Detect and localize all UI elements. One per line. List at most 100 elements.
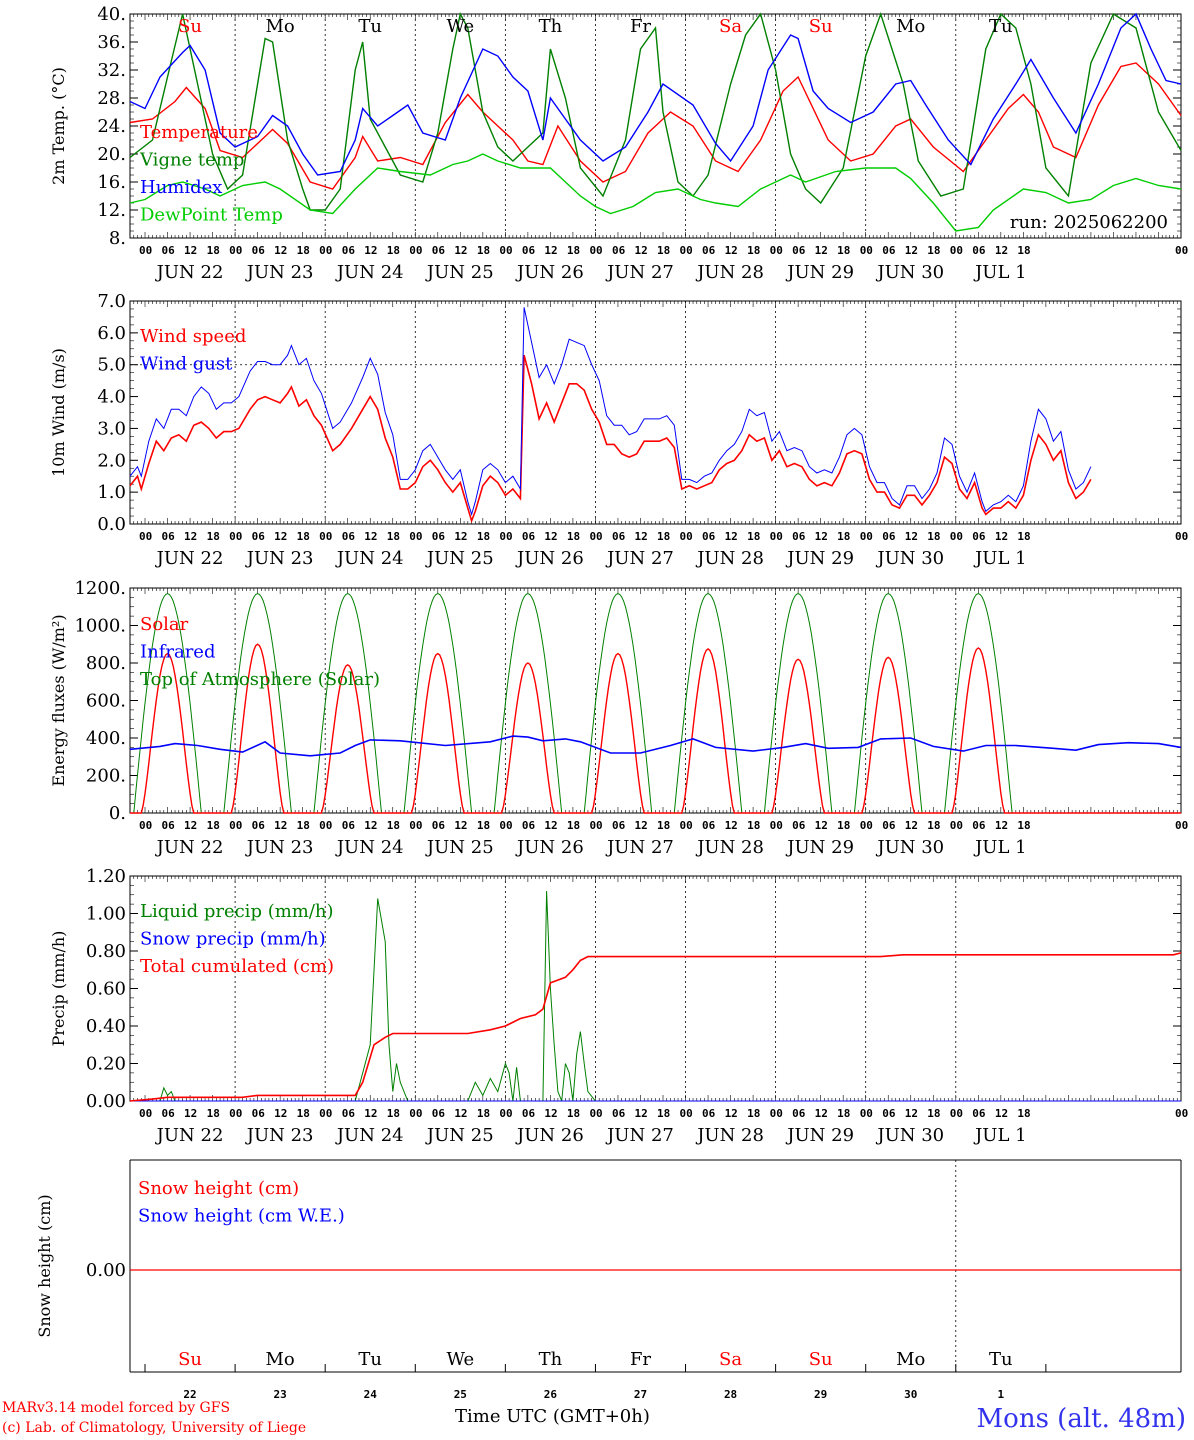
time-axis-title: Time UTC (GMT+0h): [455, 1406, 650, 1427]
legend-entry: DewPoint Temp: [140, 205, 283, 226]
x-hour-tick-label: 06: [162, 1107, 176, 1120]
x-hour-tick-label: 18: [657, 1107, 670, 1120]
x-hour-tick-label: 18: [477, 244, 490, 257]
x-hour-tick-label: 00: [319, 530, 332, 543]
day-number-label: 26: [544, 1388, 558, 1401]
x-hour-tick-label: 12: [274, 244, 287, 257]
x-date-label: JUN 28: [695, 548, 764, 569]
x-date-label: JUN 26: [515, 548, 584, 569]
x-hour-tick-label: 18: [567, 1107, 580, 1120]
day-number-label: 1: [998, 1388, 1005, 1401]
panel-frame-2: [129, 300, 1182, 525]
x-date-label: JUN 26: [515, 837, 584, 858]
legend-entry: Top of Atmosphere (Solar): [140, 669, 380, 690]
x-hour-tick-label: 00: [229, 1107, 242, 1120]
y-tick-label: 6.0: [97, 323, 126, 344]
y-tick-label: 1.00: [86, 904, 126, 925]
y-tick-label: 40.: [97, 4, 126, 25]
x-date-label: JUN 22: [155, 262, 224, 283]
x-hour-tick-label: 12: [815, 530, 828, 543]
x-hour-tick-label: 06: [882, 1107, 896, 1120]
x-date-label: JUN 28: [695, 837, 764, 858]
legend-entry: Snow height (cm W.E.): [138, 1206, 345, 1227]
x-hour-tick-label: 12: [544, 244, 557, 257]
x-date-label: JUN 25: [425, 262, 494, 283]
x-hour-tick-label: 00: [770, 244, 783, 257]
series-line-toa-solar: [130, 593, 1181, 814]
x-hour-tick-label: 00: [319, 1107, 332, 1120]
x-hour-tick-label: 06: [522, 819, 536, 832]
day-of-week-label: Su: [178, 16, 202, 37]
x-hour-tick-label: 12: [364, 244, 377, 257]
x-date-label: JUN 24: [335, 548, 404, 569]
x-hour-tick-label: 18: [387, 1107, 400, 1120]
x-hour-tick-label: 06: [522, 530, 536, 543]
x-hour-tick-label: 00: [409, 1107, 422, 1120]
legend-entry: Humidex: [140, 177, 222, 198]
x-hour-tick-label: 06: [432, 1107, 446, 1120]
x-hour-tick-label: 06: [522, 244, 536, 257]
x-hour-tick-label: 06: [342, 1107, 356, 1120]
y-tick-label: 0.20: [86, 1054, 126, 1075]
x-hour-tick-label: 06: [702, 1107, 716, 1120]
day-number-label: 29: [814, 1388, 827, 1401]
y-tick-label: 600.: [86, 691, 126, 712]
x-hour-tick-label: 00: [770, 819, 783, 832]
day-of-week-label: Th: [539, 1349, 563, 1370]
legend-entry: Infrared: [140, 642, 215, 663]
x-hour-tick-label: 06: [702, 244, 716, 257]
x-hour-tick-label: 06: [342, 530, 356, 543]
x-hour-tick-label: 12: [454, 1107, 467, 1120]
series-line-vigne-temp: [129, 11, 1182, 211]
x-hour-tick-label: 18: [1017, 530, 1030, 543]
x-hour-tick-label: 18: [837, 819, 850, 832]
x-hour-tick-label: 12: [634, 244, 647, 257]
x-hour-tick-label: 00: [499, 819, 512, 832]
x-hour-tick-label: 18: [477, 1107, 490, 1120]
y-tick-label: 32.: [97, 60, 126, 81]
x-hour-tick-label: 18: [927, 1107, 940, 1120]
y-tick-label: 20.: [97, 144, 126, 165]
y-tick-label: 16.: [97, 172, 126, 193]
y-tick-label: 1.20: [86, 866, 126, 887]
x-hour-tick-label: 00: [139, 530, 152, 543]
x-date-label: JUN 23: [245, 262, 314, 283]
day-of-week-label: Mo: [266, 1349, 295, 1370]
x-date-label: JUN 30: [875, 1125, 944, 1146]
day-number-label: 22: [183, 1388, 196, 1401]
x-hour-tick-label: 00: [680, 530, 693, 543]
series-line-total-cumulated-cm-: [129, 952, 1182, 1102]
x-hour-tick-label: 06: [972, 244, 986, 257]
day-of-week-label: Tu: [358, 1349, 382, 1370]
x-hour-tick-label: 12: [544, 819, 557, 832]
legend-entry: Snow precip (mm/h): [140, 929, 326, 950]
y-tick-label: 3.0: [97, 418, 126, 439]
x-date-label: JUN 30: [875, 837, 944, 858]
day-of-week-label: Tu: [989, 16, 1013, 37]
series-line-temperature: [129, 62, 1182, 190]
x-date-label: JUN 24: [335, 837, 404, 858]
day-number-label: 23: [274, 1388, 287, 1401]
x-hour-tick-label: 00: [499, 244, 512, 257]
x-hour-tick-label: 00: [409, 530, 422, 543]
x-hour-tick-label: 18: [657, 530, 670, 543]
x-hour-tick-label: 12: [184, 244, 197, 257]
series-line-solar: [130, 643, 1181, 814]
x-date-label: JUN 24: [335, 1125, 404, 1146]
y-tick-label: 0.00: [86, 1260, 126, 1281]
day-of-week-label: Tu: [358, 16, 382, 37]
run-label: run: 2025062200: [1010, 212, 1168, 233]
x-hour-tick-label: 12: [454, 244, 467, 257]
x-hour-tick-label: 18: [387, 244, 400, 257]
day-of-week-label: Su: [809, 1349, 833, 1370]
y-tick-label: 800.: [86, 653, 126, 674]
x-hour-tick-label: 06: [792, 819, 806, 832]
x-hour-tick-label: 12: [364, 819, 377, 832]
y-tick-label: 0.80: [86, 941, 126, 962]
x-hour-tick-label: 00: [680, 819, 693, 832]
x-hour-tick-label: 12: [364, 530, 377, 543]
x-hour-tick-label: 06: [612, 1107, 626, 1120]
x-hour-tick-label: 00: [860, 244, 873, 257]
x-hour-tick-label: 00: [950, 819, 963, 832]
x-hour-tick-label: 12: [274, 1107, 287, 1120]
